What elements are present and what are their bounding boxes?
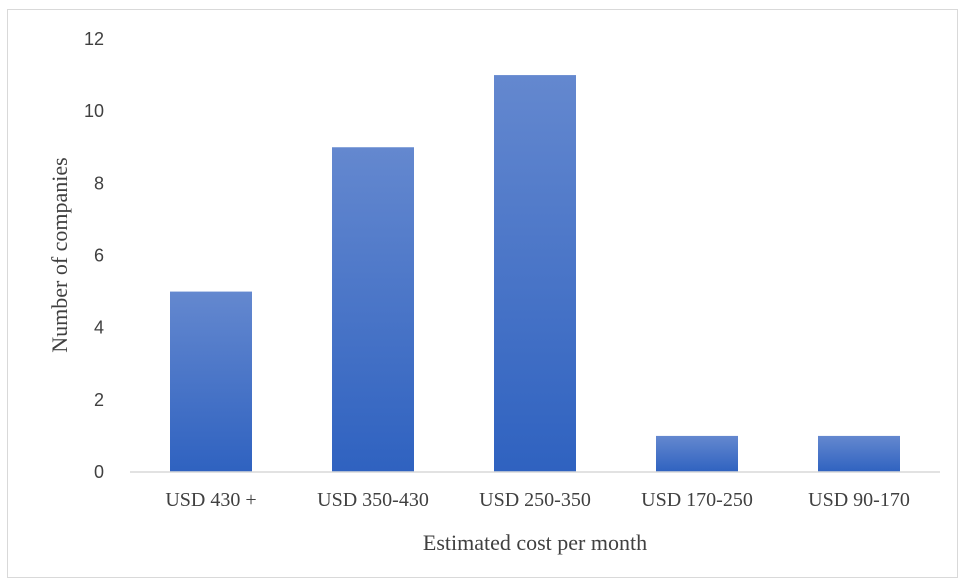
bar-3 — [656, 435, 738, 472]
y-axis-title: Number of companies — [47, 157, 72, 353]
x-axis-title: Estimated cost per month — [423, 530, 647, 555]
y-tick-label: 2 — [94, 390, 104, 410]
x-tick-label: USD 350-430 — [317, 489, 429, 511]
y-tick-label: 10 — [84, 101, 104, 121]
x-axis-ticks: USD 430 + USD 350-430 USD 250-350 USD 170-2… — [165, 489, 909, 511]
y-axis-ticks: 0 2 4 6 8 10 12 — [84, 29, 104, 482]
x-tick-label: USD 90-170 — [808, 489, 910, 511]
bar-0 — [170, 291, 252, 472]
y-tick-label: 8 — [94, 173, 104, 193]
y-tick-label: 4 — [94, 318, 104, 338]
y-tick-label: 0 — [94, 462, 104, 482]
y-tick-label: 6 — [94, 246, 104, 266]
bar-2 — [494, 75, 576, 472]
x-tick-label: USD 250-350 — [479, 489, 591, 511]
y-tick-label: 12 — [84, 29, 104, 49]
bar-1 — [332, 147, 414, 472]
x-tick-label: USD 430 + — [165, 489, 256, 511]
x-tick-label: USD 170-250 — [641, 489, 753, 511]
bar-4 — [818, 435, 900, 472]
bars — [170, 75, 900, 472]
chart-frame — [7, 9, 958, 578]
